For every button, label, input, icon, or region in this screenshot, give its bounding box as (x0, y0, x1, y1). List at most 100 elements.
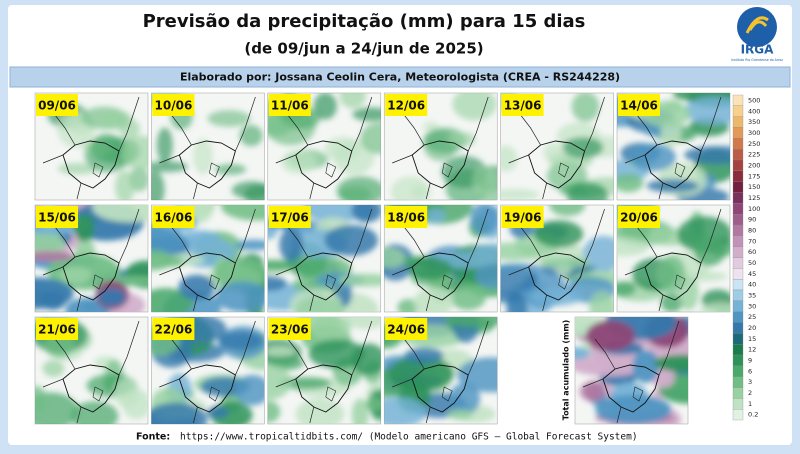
border-lines (275, 96, 373, 200)
colorbar-label: 125 (748, 194, 760, 202)
rain-blob (217, 331, 264, 351)
rain-blob (388, 356, 454, 392)
colorbar-label: 200 (748, 161, 760, 169)
precip (151, 205, 265, 312)
rain-blob (585, 320, 635, 352)
date-label: 09/06 (38, 99, 76, 113)
rain-blob (407, 257, 452, 281)
map-panel: 17/06 (267, 204, 382, 313)
rain-blob (214, 163, 247, 175)
colorbar-label: 35 (748, 291, 756, 299)
rain-blob (567, 182, 609, 200)
colorbar-swatch (732, 322, 744, 334)
rain-blob (308, 339, 366, 369)
map-panel: 14/06 (616, 92, 731, 201)
colorbar-label: 15 (748, 335, 756, 343)
rain-blob (267, 346, 296, 357)
date-badge (36, 94, 78, 116)
rain-blob (313, 93, 337, 120)
date-badge (268, 206, 311, 228)
rain-blob (646, 179, 699, 193)
lagoon (674, 162, 686, 178)
rain-blob (243, 184, 265, 200)
state-outline (62, 140, 120, 189)
border-lines (159, 320, 256, 424)
colorbar-swatch (732, 300, 744, 312)
colorbar-swatch (732, 365, 744, 377)
colorbar-label: 6 (748, 367, 752, 375)
rain-blob (35, 251, 74, 262)
rain-blob (295, 296, 345, 312)
border-lines (42, 208, 140, 312)
date-badge (268, 94, 311, 116)
rain-blob (192, 138, 214, 175)
map-panel: 20/06 (616, 204, 731, 313)
date-label: 19/06 (504, 211, 542, 225)
colorbar-swatch (732, 311, 744, 323)
state-outline (528, 140, 586, 189)
rain-blob (413, 287, 454, 312)
border-lines (42, 320, 140, 424)
rain-blob (333, 139, 375, 175)
rain-blob (114, 170, 135, 200)
rain-blob (97, 109, 133, 130)
colorbar-swatch (732, 354, 744, 366)
rain-blob (309, 317, 351, 342)
rain-blob (351, 398, 369, 424)
rain-blob (470, 205, 498, 235)
date-label: 16/06 (155, 211, 193, 225)
colorbar-label: 20 (748, 324, 756, 332)
rain-blob (344, 317, 381, 330)
logo-circle (737, 7, 777, 47)
lagoon (441, 274, 453, 290)
border-lines (159, 208, 256, 312)
rain-blob (629, 143, 676, 172)
colorbar-swatch (732, 333, 744, 345)
map-panel: 13/06 (500, 92, 614, 201)
map-panel: 10/06 (151, 92, 265, 201)
rain-blob (473, 243, 498, 255)
border-lines (392, 208, 489, 312)
rain-blob (73, 213, 95, 242)
date-label: 20/06 (620, 211, 658, 225)
state-outline (295, 364, 353, 413)
colorbar-swatch (732, 192, 744, 204)
colorbar-swatch (732, 105, 744, 117)
colorbar-label: 80 (748, 226, 756, 234)
colorbar-label: 500 (748, 96, 760, 104)
rain-blob (450, 284, 486, 311)
state-outline (295, 252, 353, 301)
rain-blob (40, 290, 67, 310)
state-outline (411, 364, 469, 413)
state-outline (411, 252, 469, 301)
rain-blob (360, 122, 381, 155)
rain-blob (206, 406, 230, 419)
colorbar-label: 300 (748, 129, 760, 137)
colorbar-swatch (732, 181, 744, 193)
date-badge (501, 206, 544, 228)
rain-blob (447, 131, 476, 148)
lagoon (325, 386, 337, 402)
rain-blob (447, 409, 473, 420)
lagoon (558, 162, 569, 178)
rain-blob (595, 394, 672, 424)
precip (384, 317, 498, 424)
rain-blob (699, 302, 730, 312)
date-label: 10/06 (155, 99, 193, 113)
rain-blob (500, 145, 518, 172)
rain-blob (92, 205, 148, 223)
precip (384, 205, 498, 312)
colorbar-swatch (732, 94, 744, 106)
date-badge (618, 94, 660, 116)
colorbar-label: 0.2 (748, 411, 758, 419)
colorbar-swatch (732, 127, 744, 139)
map-panel: 18/06 (383, 204, 498, 313)
state-outline (602, 364, 660, 413)
subtitle: (de 09/jun a 24/jun de 2025) (244, 40, 483, 58)
date-badge (268, 318, 311, 340)
rain-blob (684, 145, 730, 165)
border-lines (582, 320, 680, 424)
rain-blob (534, 220, 584, 248)
rain-blob (452, 93, 497, 121)
lagoon (92, 386, 104, 402)
